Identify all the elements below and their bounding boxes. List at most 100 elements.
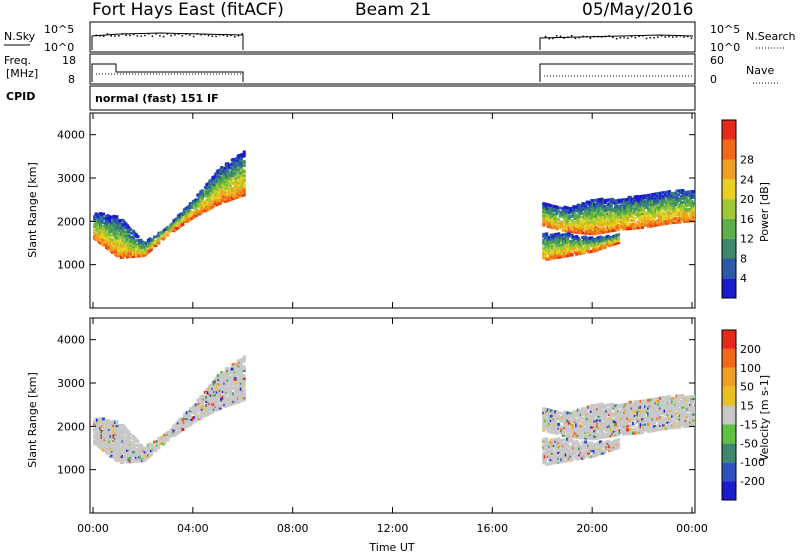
power-cell [557, 210, 561, 214]
power-cell [642, 208, 646, 212]
power-cell [611, 213, 615, 217]
power-cell [590, 236, 594, 240]
velocity-cell [542, 443, 546, 447]
velocity-cell [582, 417, 586, 421]
velocity-cell [650, 421, 654, 425]
velocity-cell [609, 410, 613, 414]
power-cell [576, 244, 580, 248]
power-cell [606, 204, 610, 208]
velocity-cell [146, 449, 150, 453]
power-cell [597, 231, 601, 235]
power-cell [668, 217, 672, 221]
velocity-cell [557, 447, 561, 451]
power-cell [576, 225, 580, 229]
power-cell [620, 208, 624, 212]
velocity-cell [242, 384, 246, 388]
velocity-cell [692, 400, 695, 404]
power-cell [605, 224, 609, 228]
velocity-cell [242, 355, 246, 359]
velocity-cell [579, 434, 583, 438]
power-cell [238, 194, 242, 198]
power-cell [630, 197, 634, 201]
power-cell [629, 205, 633, 209]
power-cell [638, 198, 642, 202]
velocity-cell [238, 399, 242, 403]
power-cell [632, 218, 636, 222]
power-cell [575, 248, 579, 252]
power-cell [672, 207, 676, 211]
power-cell [588, 206, 592, 210]
velocity-cell [127, 436, 131, 440]
power-cell [584, 237, 588, 241]
noise-sample [570, 35, 573, 37]
power-cell [557, 242, 561, 246]
power-cell [641, 225, 645, 229]
power-cell [242, 191, 246, 195]
power-cell [609, 219, 613, 223]
power-cell [131, 235, 135, 239]
power-cell [630, 215, 634, 219]
velocity-cell [127, 438, 131, 442]
power-ylabel: Slant Range [km] [26, 162, 39, 258]
velocity-cell [551, 438, 555, 442]
power-cell [549, 257, 553, 261]
power-cell [557, 240, 561, 244]
velocity-cell [641, 423, 645, 427]
power-cell [648, 222, 652, 226]
power-cell [121, 218, 125, 222]
power-cell [591, 220, 595, 224]
velocity-cell [633, 427, 637, 431]
velocity-cell [125, 460, 129, 464]
power-cell [209, 202, 213, 206]
power-cell [600, 203, 604, 207]
power-cell [242, 169, 246, 173]
noise-sample [95, 34, 97, 37]
power-cell [182, 212, 186, 216]
power-cell [232, 193, 236, 197]
power-cell [128, 235, 132, 239]
power-cell [644, 194, 648, 198]
velocity-cell [561, 433, 565, 437]
power-cell [551, 241, 555, 245]
velocity-cell [543, 459, 547, 463]
power-cell [633, 216, 637, 220]
power-cell [227, 163, 231, 167]
power-cell [118, 221, 122, 225]
velocity-cell [612, 429, 616, 433]
velocity-cell [101, 417, 105, 421]
velocity-cell [561, 418, 565, 422]
power-cell [146, 244, 150, 248]
power-cell [626, 201, 630, 205]
power-cell [636, 195, 640, 199]
freq-tick-top: 18 [62, 54, 76, 67]
power-cell [668, 198, 672, 202]
velocity-cell [626, 430, 630, 434]
velocity-cell [137, 453, 141, 457]
power-cell [623, 217, 627, 221]
power-cell [660, 199, 664, 203]
noise-sample [200, 33, 202, 36]
velocity-cell [242, 367, 246, 371]
power-cell [557, 245, 561, 249]
power-cell [579, 209, 583, 213]
power-cell [125, 255, 129, 259]
velocity-cell [581, 436, 585, 440]
power-cell [644, 219, 648, 223]
power-cell [564, 225, 568, 229]
power-cell [567, 234, 571, 238]
power-cell [672, 201, 676, 205]
velocity-cell [624, 405, 628, 409]
power-cell [578, 227, 582, 231]
velocity-cell [639, 409, 643, 413]
velocity-cell [605, 429, 609, 433]
power-cell [636, 214, 640, 218]
power-cell [570, 249, 574, 253]
velocity-cell [97, 437, 101, 441]
power-cell [609, 223, 613, 227]
power-cell [579, 205, 583, 209]
power-cell [590, 222, 594, 226]
power-cell [116, 249, 120, 253]
velocity-cell [229, 389, 233, 393]
power-cell [588, 224, 592, 228]
velocity-cell [633, 421, 637, 425]
